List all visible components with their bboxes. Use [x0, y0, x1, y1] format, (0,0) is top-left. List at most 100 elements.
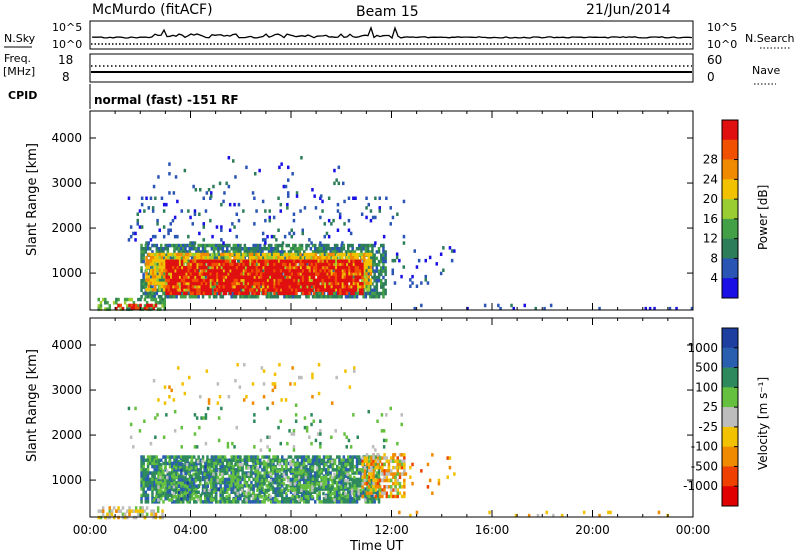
data-cell	[292, 484, 295, 488]
data-cell	[157, 493, 161, 498]
data-cell	[184, 496, 187, 501]
data-cell	[239, 484, 242, 488]
power-y-label: Slant Range [km]	[25, 143, 40, 256]
data-cell	[318, 250, 321, 254]
data-cell	[314, 295, 317, 299]
data-cell	[309, 471, 313, 475]
data-cell	[165, 288, 168, 292]
data-cell	[233, 202, 236, 207]
data-cell	[206, 252, 210, 257]
data-cell	[159, 307, 162, 311]
data-cell	[289, 484, 293, 488]
data-cell	[195, 500, 198, 504]
data-cell	[162, 288, 166, 292]
data-cell	[187, 262, 190, 267]
data-cell	[222, 282, 226, 286]
data-cell	[316, 250, 319, 254]
data-cell	[210, 490, 214, 494]
data-cell	[140, 468, 143, 472]
data-cell	[213, 282, 217, 286]
data-cell	[366, 266, 370, 270]
data-cell	[278, 250, 282, 254]
data-cell	[191, 252, 194, 257]
data-cell	[147, 288, 150, 292]
data-cell	[279, 275, 283, 280]
data-cell	[303, 455, 306, 459]
data-cell	[264, 269, 267, 273]
data-cell	[268, 269, 272, 273]
data-cell	[306, 278, 309, 283]
data-cell	[319, 262, 322, 267]
data-cell	[222, 266, 226, 270]
data-cell	[312, 259, 316, 264]
data-cell	[369, 250, 372, 254]
data-cell	[165, 269, 168, 273]
data-cell	[305, 295, 308, 299]
data-cell	[318, 455, 321, 459]
data-cell	[360, 256, 364, 260]
data-cell	[229, 278, 232, 283]
data-cell	[260, 259, 263, 264]
data-cell	[137, 297, 140, 302]
data-cell	[223, 250, 227, 254]
data-cell	[315, 272, 318, 276]
data-cell	[331, 496, 335, 501]
data-cell	[191, 282, 195, 286]
data-cell	[360, 477, 363, 482]
data-cell	[155, 480, 159, 485]
data-cell	[360, 243, 363, 248]
data-cell	[233, 284, 236, 289]
data-cell	[345, 272, 349, 276]
data-cell	[211, 262, 215, 267]
data-cell	[193, 256, 197, 260]
data-cell	[169, 222, 172, 226]
data-cell	[167, 272, 170, 276]
data-cell	[243, 480, 247, 485]
data-cell	[303, 458, 306, 462]
data-cell	[176, 199, 179, 204]
data-cell	[279, 288, 282, 292]
data-cell	[307, 471, 310, 475]
data-cell	[154, 301, 158, 305]
data-cell	[297, 275, 300, 280]
data-cell	[142, 458, 145, 462]
data-cell	[253, 222, 256, 226]
data-cell	[187, 269, 190, 273]
data-cell	[321, 262, 325, 267]
data-cell	[264, 282, 267, 286]
data-cell	[180, 285, 184, 289]
data-cell	[171, 484, 174, 488]
data-cell	[373, 243, 376, 248]
data-cell	[155, 468, 159, 472]
data-cell	[276, 461, 280, 466]
data-cell	[130, 306, 133, 311]
data-cell	[347, 272, 351, 276]
data-cell	[304, 259, 307, 264]
data-cell	[342, 496, 346, 501]
data-cell	[351, 480, 354, 485]
data-cell	[327, 218, 331, 223]
data-cell	[182, 243, 185, 248]
data-cell	[510, 303, 513, 308]
data-cell	[169, 291, 173, 296]
data-cell	[364, 295, 368, 299]
data-cell	[275, 282, 278, 286]
data-cell	[301, 282, 305, 286]
data-cell	[215, 265, 219, 270]
data-cell	[234, 496, 238, 501]
data-cell	[245, 484, 249, 488]
data-cell	[174, 275, 177, 280]
data-cell	[350, 272, 353, 276]
data-cell	[160, 275, 163, 280]
data-cell	[178, 291, 182, 296]
data-cell	[373, 259, 376, 264]
data-cell	[187, 281, 190, 286]
data-cell	[270, 295, 273, 299]
data-cell	[235, 278, 239, 283]
data-cell	[285, 243, 288, 248]
data-cell	[350, 275, 353, 280]
data-cell	[198, 278, 201, 283]
data-cell	[218, 282, 221, 286]
data-cell	[197, 295, 200, 299]
